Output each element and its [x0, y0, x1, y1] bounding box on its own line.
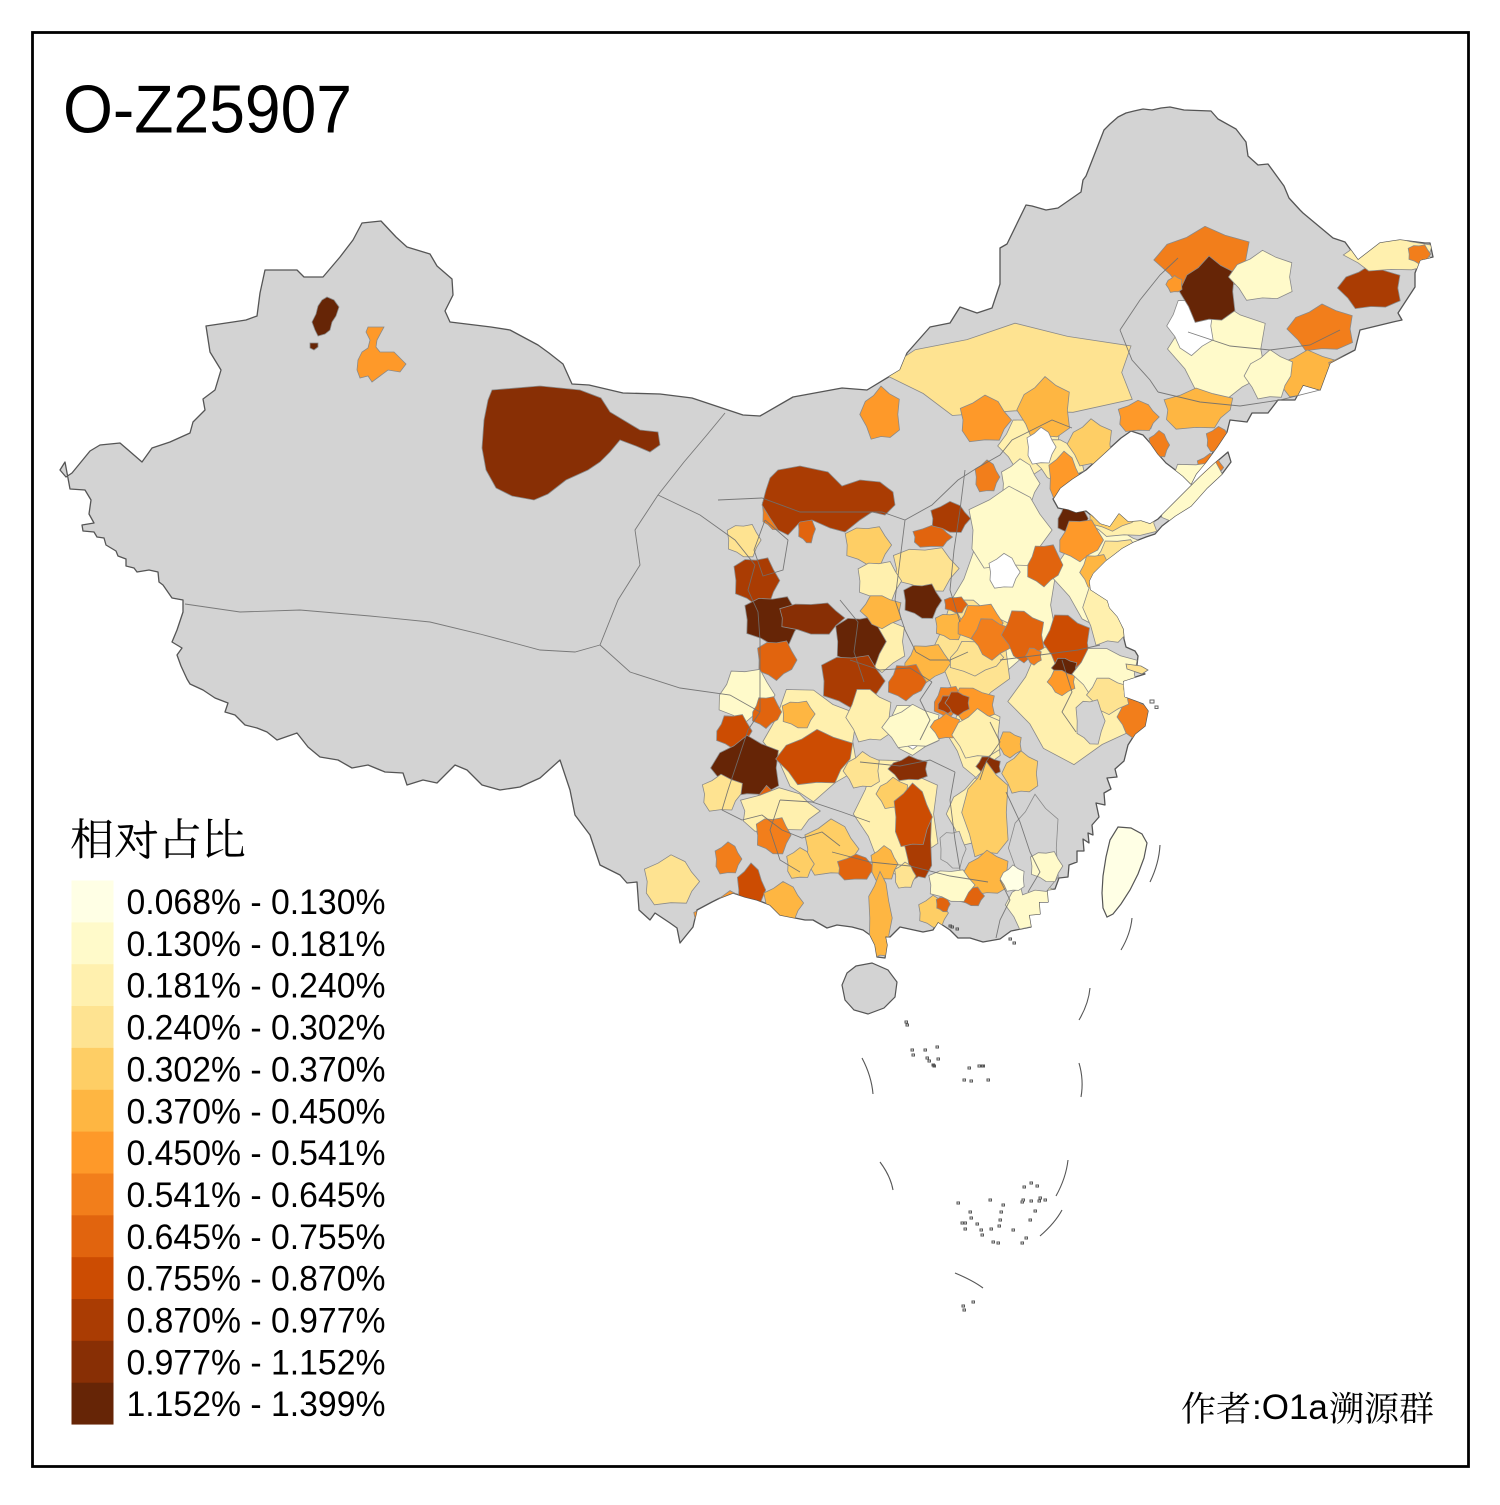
svg-text:0.068% - 0.130%: 0.068% - 0.130%: [127, 883, 386, 922]
svg-text:0.977% - 1.152%: 0.977% - 1.152%: [127, 1343, 386, 1382]
svg-text:0.870% - 0.977%: 0.870% - 0.977%: [127, 1302, 386, 1341]
svg-text:0.240% - 0.302%: 0.240% - 0.302%: [127, 1009, 386, 1048]
svg-text:0.130% - 0.181%: 0.130% - 0.181%: [127, 925, 386, 964]
svg-text:0.450% - 0.541%: 0.450% - 0.541%: [127, 1134, 386, 1173]
svg-text:0.370% - 0.450%: 0.370% - 0.450%: [127, 1092, 386, 1131]
svg-text::O1a: :O1a: [1252, 1388, 1328, 1427]
svg-text:0.645% - 0.755%: 0.645% - 0.755%: [127, 1218, 386, 1257]
svg-text:0.541% - 0.645%: 0.541% - 0.645%: [127, 1176, 386, 1215]
svg-text:0.755% - 0.870%: 0.755% - 0.870%: [127, 1260, 386, 1299]
svg-text:1.152% - 1.399%: 1.152% - 1.399%: [127, 1385, 386, 1424]
svg-text:0.302% - 0.370%: 0.302% - 0.370%: [127, 1050, 386, 1089]
svg-text:0.181% - 0.240%: 0.181% - 0.240%: [127, 967, 386, 1006]
svg-text:O-Z25907: O-Z25907: [63, 72, 352, 148]
